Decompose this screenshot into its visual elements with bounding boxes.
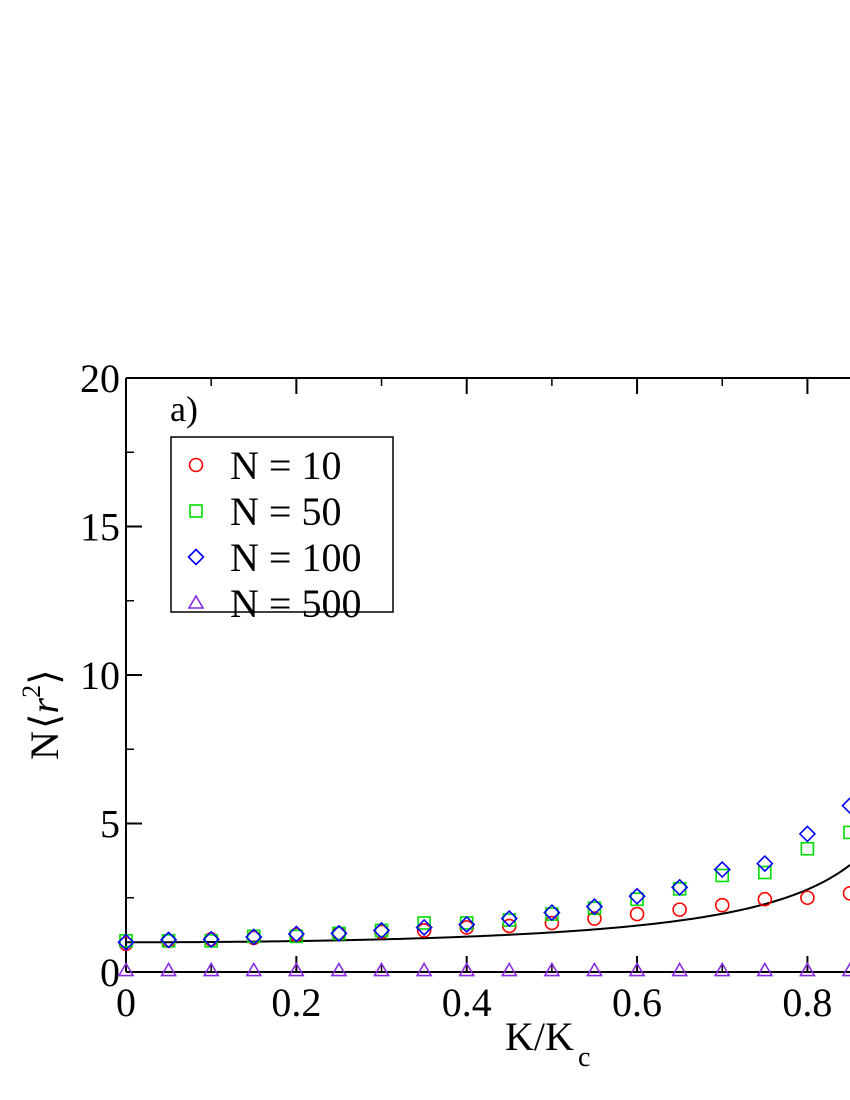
data-point	[757, 891, 773, 907]
y-tick-label: 5	[100, 802, 120, 847]
y-axis-label-open: ⟨	[22, 714, 67, 730]
legend-marker	[187, 594, 205, 609]
data-point	[374, 923, 389, 938]
svg-text:N⟨r2⟩: N⟨r2⟩	[17, 669, 67, 760]
data-point	[587, 911, 602, 926]
x-axis-label: K/K c	[505, 1014, 590, 1073]
x-axis-label-main: K/K	[505, 1014, 574, 1059]
data-point	[628, 961, 646, 977]
x-tick-label: 0.6	[612, 980, 662, 1025]
data-point	[630, 892, 644, 907]
theory-curve	[126, 864, 850, 944]
series-circle	[118, 885, 850, 952]
data-point	[800, 890, 815, 906]
data-point	[500, 961, 518, 977]
data-point	[500, 909, 518, 928]
data-point	[416, 923, 432, 938]
data-point	[543, 961, 561, 977]
data-point	[629, 906, 645, 922]
data-point	[671, 961, 689, 977]
data-point	[713, 961, 731, 977]
data-point	[585, 898, 604, 916]
x-tick-label: 0.8	[782, 980, 832, 1025]
data-point	[202, 961, 220, 977]
data-point	[160, 961, 177, 977]
data-point	[543, 903, 561, 922]
legend-marker	[189, 504, 203, 518]
series-square	[119, 825, 850, 948]
data-point	[330, 924, 348, 943]
data-point	[756, 961, 774, 977]
data-point	[458, 915, 476, 934]
y-axis-label-close: ⟩	[22, 669, 67, 685]
theory-curve-layer	[126, 864, 850, 944]
data-point	[245, 961, 263, 977]
data-point	[799, 961, 816, 977]
data-point	[758, 865, 772, 880]
y-axis-label: N⟨r2⟩	[17, 669, 67, 760]
data-point	[841, 797, 850, 815]
y-axis-label-prefix: N	[22, 731, 67, 760]
data-point	[417, 916, 431, 930]
series-triangle	[117, 961, 850, 977]
data-point	[672, 902, 687, 917]
data-point	[245, 928, 263, 946]
y-tick-label: 0	[100, 950, 120, 995]
data-point	[415, 961, 433, 977]
data-point	[372, 921, 391, 940]
data-point	[287, 961, 305, 977]
data-point	[628, 887, 646, 905]
data-point	[117, 961, 135, 977]
data-point	[586, 961, 603, 977]
axes: 0 0.2 0.4 0.6 0.8 0 5 10 15 20	[80, 356, 850, 1025]
data-point	[202, 930, 220, 948]
y-tick-label: 20	[80, 356, 120, 401]
data-point	[841, 961, 850, 977]
panel-label: a)	[170, 389, 198, 429]
legend-label: N = 50	[230, 489, 341, 534]
data-point	[159, 931, 178, 949]
data-point	[671, 878, 689, 896]
data-point	[287, 925, 305, 943]
series-diamond	[117, 797, 850, 951]
legend-marker	[187, 548, 205, 566]
y-axis-label-exp: 2	[17, 685, 46, 698]
data-point	[458, 961, 476, 977]
y-tick-label: 15	[80, 505, 120, 550]
y-tick-label: 10	[80, 653, 120, 698]
data-points	[117, 797, 850, 977]
data-point	[332, 926, 346, 941]
data-point	[117, 933, 135, 951]
data-point	[331, 926, 347, 941]
data-point	[714, 897, 730, 913]
x-tick-label: 0	[116, 980, 136, 1025]
x-tick-label: 0.4	[442, 980, 492, 1025]
data-point	[330, 961, 348, 977]
x-tick-label: 0.2	[271, 980, 321, 1025]
data-point	[415, 918, 433, 937]
legend-label: N = 500	[230, 581, 361, 626]
data-point	[800, 841, 815, 856]
data-point	[842, 885, 850, 901]
data-point	[715, 868, 730, 883]
legend-marker	[188, 457, 204, 473]
data-point	[843, 825, 850, 840]
x-axis-label-sub: c	[578, 1042, 590, 1073]
data-point	[713, 860, 731, 879]
data-point	[373, 961, 390, 977]
legend-label: N = 100	[230, 535, 361, 580]
data-point	[756, 854, 774, 873]
data-point	[798, 825, 817, 843]
data-point	[544, 915, 560, 931]
legend-label: N = 10	[230, 443, 341, 488]
y-axis-label-var: r	[22, 698, 67, 714]
legend-box	[170, 436, 394, 613]
